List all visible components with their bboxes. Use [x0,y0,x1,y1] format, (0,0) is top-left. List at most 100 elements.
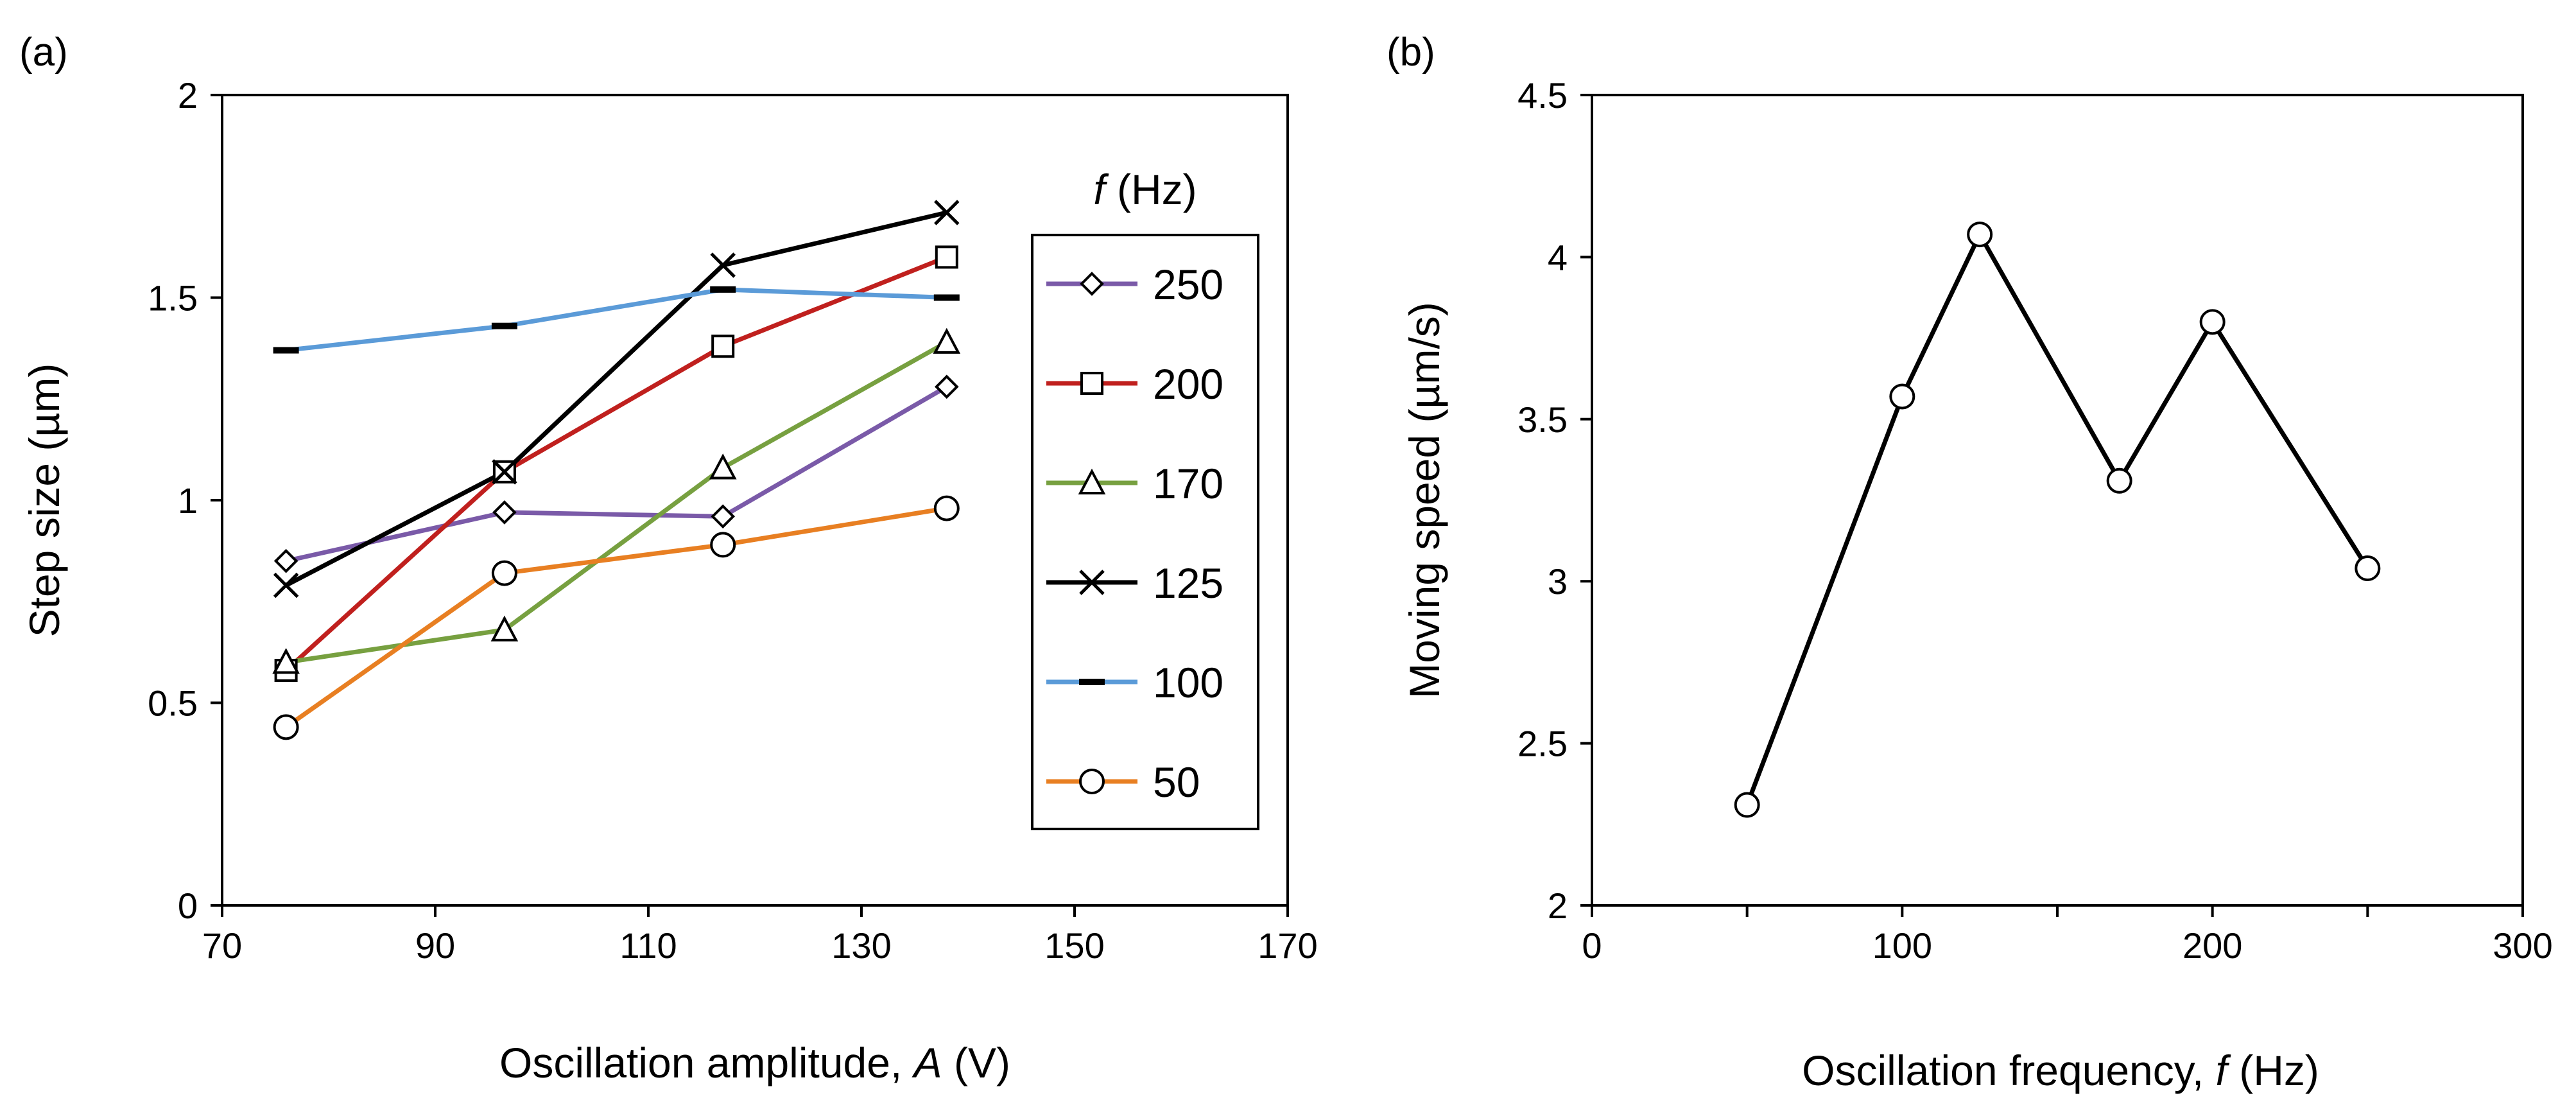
b-y-tick-label: 4 [1548,237,1568,277]
a-x-tick-label: 170 [1258,925,1317,966]
legend-item-200: 200 [1046,360,1223,408]
legend-label-100: 100 [1153,659,1223,706]
point-100-1-shape [491,322,517,329]
panel-b-moving-speed-chart: (b) 2 2.5 3 3.5 4 4.5 0 100 200 300 Moving speed… [1387,30,2553,1094]
point-200-2 [711,335,735,358]
panel-b-x-label-part: Oscillation frequency, [1802,1047,2215,1094]
panel-b-plot-frame [1591,94,2524,907]
speed-point-2-shape [1967,222,1993,248]
panel-a-y-ticks: 0 0.5 1 1.5 2 [148,75,222,926]
point-50-1-shape [491,560,517,586]
speed-point-4-shape [2199,309,2226,335]
legend-marker-50-shape [1079,769,1105,794]
point-200-3-shape [935,245,958,269]
b-x-tick-label: 100 [1872,925,1932,966]
point-50-2-shape [710,532,736,558]
point-50-1 [491,560,517,586]
a-x-tick-label: 130 [831,925,891,966]
a-x-tick-label: 90 [415,925,455,966]
legend-marker-125 [1079,570,1105,595]
point-50-0 [273,714,299,740]
legend-items: 250 200 170 125 100 50 [1046,261,1223,806]
legend-item-250: 250 [1046,261,1223,308]
series-line-100 [286,287,947,353]
legend-marker-200-shape [1080,372,1103,395]
panel-a-x-label-part: Oscillation amplitude, [499,1039,914,1086]
b-y-tick-label: 2 [1548,885,1568,926]
legend-marker-125-stroke-b [1079,570,1105,595]
b-x-tick-label: 0 [1582,925,1602,966]
legend-item-170: 170 [1046,460,1223,507]
point-100-0 [273,347,299,354]
speed-point-1 [1889,383,1915,410]
point-170-3-shape [933,327,961,354]
series-line-200 [284,255,948,672]
point-250-2 [711,504,736,529]
panel-b-y-axis-label: Moving speed (µm/s) [1401,302,1448,699]
point-170-0-shape [272,648,300,674]
panel-a-x-label-var: A [912,1039,942,1086]
point-200-2-shape [711,335,735,358]
a-y-tick-label: 1 [178,480,198,521]
point-125-2 [710,252,736,278]
legend-label-125: 125 [1153,559,1223,607]
point-250-1 [492,500,517,525]
point-50-3 [933,495,960,521]
point-250-1-shape [492,500,517,525]
speed-point-5-shape [2355,555,2381,582]
legend-item-100: 100 [1046,659,1223,706]
panel-a-x-ticks: 70 90 110 130 150 170 [202,905,1318,966]
point-100-3 [933,294,960,301]
point-125-1-stroke-b [492,459,517,485]
point-125-2-stroke-b [710,252,736,278]
point-250-3 [934,374,959,399]
speed-point-3-shape [2106,467,2132,494]
point-250-0-shape [273,548,298,573]
legend-marker-250 [1080,272,1104,296]
legend-label-250: 250 [1153,261,1223,308]
point-50-3-shape [933,495,960,521]
point-100-1 [491,322,517,329]
point-170-2 [709,453,737,480]
panel-a-series [272,200,961,740]
point-100-3-shape [933,294,960,301]
legend-label-170: 170 [1153,460,1223,507]
panel-b-label: (b) [1387,30,1435,74]
point-125-0-stroke-b [273,572,299,598]
legend-label-200: 200 [1153,360,1223,408]
a-y-tick-label: 2 [178,75,198,116]
panel-a-label: (a) [19,30,68,74]
speed-point-3 [2106,467,2132,494]
b-y-tick-label: 3 [1548,561,1568,602]
point-100-2-shape [710,286,736,293]
legend-marker-170 [1078,468,1106,494]
b-x-tick-label: 200 [2183,925,2242,966]
a-x-tick-label: 70 [202,925,242,966]
a-y-tick-label: 1.5 [148,278,198,318]
point-50-2 [710,532,736,558]
point-125-1 [492,459,517,485]
legend-label-50: 50 [1153,758,1200,806]
point-200-3 [935,245,958,269]
point-125-3-stroke-b [934,200,960,225]
speed-point-0 [1734,792,1760,818]
point-125-0 [273,572,299,598]
point-170-3 [933,327,961,354]
point-125-3 [934,200,960,225]
speed-point-1-shape [1889,383,1915,410]
panel-b-x-label-unit: (Hz) [2227,1047,2319,1094]
legend-marker-100 [1079,679,1105,685]
legend-marker-200 [1080,372,1103,395]
point-170-1-shape [490,615,519,641]
panel-b-x-ticks: 0 100 200 300 [1582,905,2553,966]
legend-marker-100-shape [1079,679,1105,685]
a-y-tick-label: 0.5 [148,683,198,724]
panel-b-series [1734,222,2381,818]
series-line-250 [285,385,948,564]
panel-a-legend: f (Hz) 250 200 170 125 100 50 [1031,166,1259,830]
speed-point-4 [2199,309,2226,335]
speed-point-0-shape [1734,792,1760,818]
panel-b-x-axis-label: Oscillation frequency, f (Hz) [1802,1047,2319,1094]
speed-point-2 [1967,222,1993,248]
